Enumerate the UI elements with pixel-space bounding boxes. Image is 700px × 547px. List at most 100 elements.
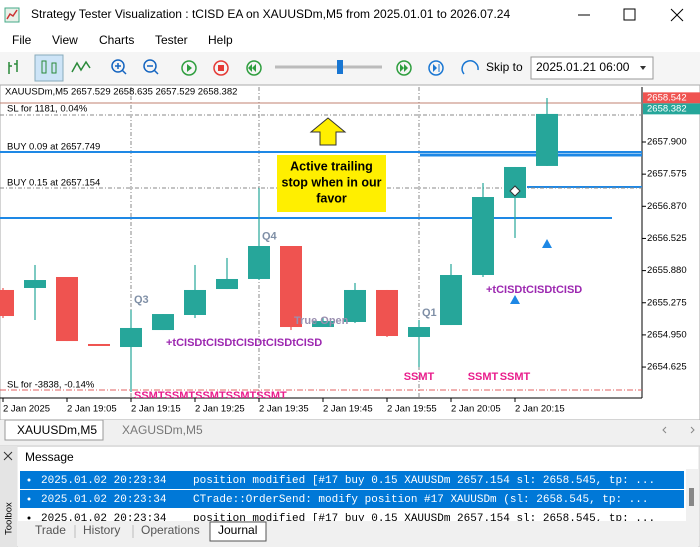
chart-area xyxy=(0,84,700,421)
toolbox-strip xyxy=(0,446,17,547)
annotation: Q3 xyxy=(134,294,149,306)
callout-text: Active trailing xyxy=(290,159,373,173)
skip-date[interactable]: 2025.01.21 06:00 xyxy=(536,60,630,74)
menu-item[interactable]: Charts xyxy=(99,33,134,47)
candle-body xyxy=(536,113,558,166)
bottom-tab-label[interactable]: Journal xyxy=(218,523,257,537)
toolbar-icons[interactable] xyxy=(8,54,479,82)
row-highlight[interactable] xyxy=(20,490,684,508)
row-bullet xyxy=(27,516,31,520)
bottom-tab-label[interactable]: Operations xyxy=(141,523,200,537)
app-icon xyxy=(4,7,20,23)
bottom-tab-label[interactable]: Trade xyxy=(35,523,66,537)
time-label: 2 Jan 19:05 xyxy=(67,404,117,415)
callout-text: stop when in our xyxy=(282,175,382,189)
time-label: 2 Jan 19:35 xyxy=(259,404,309,415)
menu-item[interactable]: File xyxy=(12,33,32,47)
candle-body xyxy=(24,280,46,288)
list-header: Message xyxy=(25,450,74,464)
candle-body xyxy=(216,278,238,290)
candle-body xyxy=(504,166,526,198)
candle-body xyxy=(184,289,206,315)
time-label: 2 Jan 2025 xyxy=(3,404,50,415)
scroll-thumb[interactable] xyxy=(689,488,694,506)
price-label: 2654.950 xyxy=(647,329,687,340)
candle-body xyxy=(408,327,430,337)
candle-body xyxy=(472,197,494,276)
row-message[interactable]: CTrade::OrderSend: modify position #17 X… xyxy=(193,494,648,506)
price-label: 2657.575 xyxy=(647,169,687,180)
annotation: Q1 xyxy=(422,307,437,319)
date-picker[interactable] xyxy=(530,56,654,80)
time-label: 2 Jan 19:45 xyxy=(323,404,373,415)
row-highlight[interactable] xyxy=(20,471,684,489)
time-label: 2 Jan 19:55 xyxy=(387,404,437,415)
price-label: 2655.275 xyxy=(647,297,687,308)
toolbox-label: Toolbox xyxy=(4,502,15,535)
annotation: SSMT xyxy=(404,371,435,383)
menu-bar xyxy=(0,30,700,52)
price-tag-label: 2658.542 xyxy=(647,92,687,103)
candle-body xyxy=(120,327,142,348)
row-time[interactable]: 2025.01.02 20:23:34 xyxy=(41,494,167,506)
price-tag xyxy=(643,103,700,115)
annotation: SSMT xyxy=(500,371,531,383)
price-label: 2657.900 xyxy=(647,137,687,148)
chart-info: XAUUSDm,M5 2657.529 2658.635 2657.529 26… xyxy=(5,87,237,98)
toolbox-close[interactable] xyxy=(3,451,13,461)
candle-body xyxy=(152,314,174,331)
annotation: Q4 xyxy=(262,231,278,243)
time-label: 2 Jan 19:15 xyxy=(131,404,181,415)
annotation: +tCISDtCISDtCISDtCISDtCISD xyxy=(166,337,322,349)
bottom-tab-bar xyxy=(18,521,698,547)
menu-item[interactable]: Help xyxy=(208,33,233,47)
maximize-button[interactable] xyxy=(623,8,636,21)
annotation: True Open xyxy=(294,315,349,327)
callout xyxy=(277,117,386,212)
candle-body xyxy=(344,289,366,323)
window-title: Strategy Tester Visualization : tCISD EA… xyxy=(31,7,510,21)
price-label: 2656.870 xyxy=(647,201,687,212)
close-button[interactable] xyxy=(670,8,684,22)
price-label: 2656.525 xyxy=(647,233,687,244)
menu-item[interactable]: View xyxy=(52,33,78,47)
signal-marker xyxy=(509,185,521,197)
row-message[interactable]: position modified [#17 buy 0.15 XAUUSDm … xyxy=(193,475,655,487)
bottom-tab[interactable] xyxy=(209,521,267,542)
bottom-tab-label[interactable]: History xyxy=(83,523,120,537)
level-label: SL for -3838, -0.14% xyxy=(7,380,95,391)
annotation: SSMTSSMTSSMTSSMTSSMT xyxy=(134,390,287,402)
chart-tab-label[interactable]: XAUUSDm,M5 xyxy=(17,423,97,437)
candle-body xyxy=(376,289,398,337)
menu-item[interactable]: Tester xyxy=(155,33,188,47)
price-label: 2655.880 xyxy=(647,265,687,276)
tab-scroll[interactable] xyxy=(662,426,695,434)
callout-text: favor xyxy=(316,191,347,205)
signal-marker xyxy=(542,239,552,249)
price-label: 2654.625 xyxy=(647,362,687,373)
signal-marker xyxy=(510,295,520,305)
time-label: 2 Jan 20:05 xyxy=(451,404,501,415)
annotation: SSMT xyxy=(468,371,499,383)
chart-tab[interactable] xyxy=(4,419,104,441)
candle-body xyxy=(280,246,302,328)
level-label: BUY 0.15 at 2657.154 xyxy=(7,178,100,189)
price-tag-label: 2658.382 xyxy=(647,103,687,114)
candle-body xyxy=(312,321,334,328)
chart-tab-bar xyxy=(0,420,700,442)
annotation: +tCISDtCISDtCISD xyxy=(486,284,582,296)
time-label: 2 Jan 20:15 xyxy=(515,404,565,415)
chart-tab-label[interactable]: XAGUSDm,M5 xyxy=(122,423,203,437)
row-time[interactable]: 2025.01.02 20:23:34 xyxy=(41,475,167,487)
level-label: SL for 1181, 0.04% xyxy=(7,103,88,114)
list-header-bg xyxy=(18,447,698,469)
candle-body xyxy=(56,276,78,342)
candle-body xyxy=(88,343,110,346)
dropdown-arrow[interactable] xyxy=(640,66,646,70)
level-label: BUY 0.09 at 2657.749 xyxy=(7,142,100,153)
row-bullet xyxy=(27,497,31,501)
skip-label: Skip to xyxy=(486,60,523,74)
candle-body xyxy=(0,289,14,317)
candle-body xyxy=(248,246,270,279)
